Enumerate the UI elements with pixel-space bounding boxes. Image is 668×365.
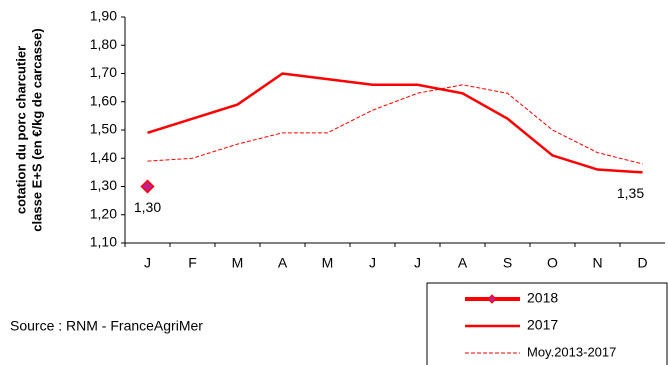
series-line	[147, 84, 643, 165]
y-axis-label: cotation du porc charcutier	[13, 46, 28, 214]
point-marker	[140, 179, 155, 194]
x-tick-label: F	[188, 255, 197, 271]
legend-label: Moy.2013-2017	[527, 344, 616, 359]
y-tick-label: 1,80	[90, 36, 117, 52]
value-label: 1,30	[134, 199, 161, 215]
y-tick-label: 1,90	[90, 8, 117, 24]
y-axis-label: classe E+S (en €/kg de carcasse)	[29, 28, 44, 231]
x-tick-label: D	[637, 255, 647, 271]
y-tick-label: 1,20	[90, 205, 117, 221]
x-tick-label: A	[458, 255, 468, 271]
legend-marker	[487, 294, 497, 304]
x-tick-label: J	[414, 255, 421, 271]
y-tick-label: 1,70	[90, 64, 117, 80]
y-tick-label: 1,30	[90, 177, 117, 193]
x-tick-label: M	[232, 255, 244, 271]
y-tick-label: 1,10	[90, 234, 117, 250]
series-line	[147, 72, 643, 174]
y-tick-label: 1,40	[90, 149, 117, 165]
x-tick-label: S	[503, 255, 512, 271]
x-tick-label: J	[369, 255, 376, 271]
legend	[426, 282, 668, 365]
x-tick-label: O	[547, 255, 558, 271]
x-tick-label: N	[592, 255, 602, 271]
x-tick-label: A	[278, 255, 288, 271]
x-tick-label: J	[144, 255, 151, 271]
legend-label: 2018	[527, 290, 558, 306]
legend-label: 2017	[527, 317, 558, 333]
x-tick-label: M	[322, 255, 334, 271]
source: Source : RNM - FranceAgriMer	[10, 318, 203, 334]
y-tick-label: 1,50	[90, 121, 117, 137]
value-label: 1,35	[617, 185, 644, 201]
y-tick-label: 1,60	[90, 92, 117, 108]
